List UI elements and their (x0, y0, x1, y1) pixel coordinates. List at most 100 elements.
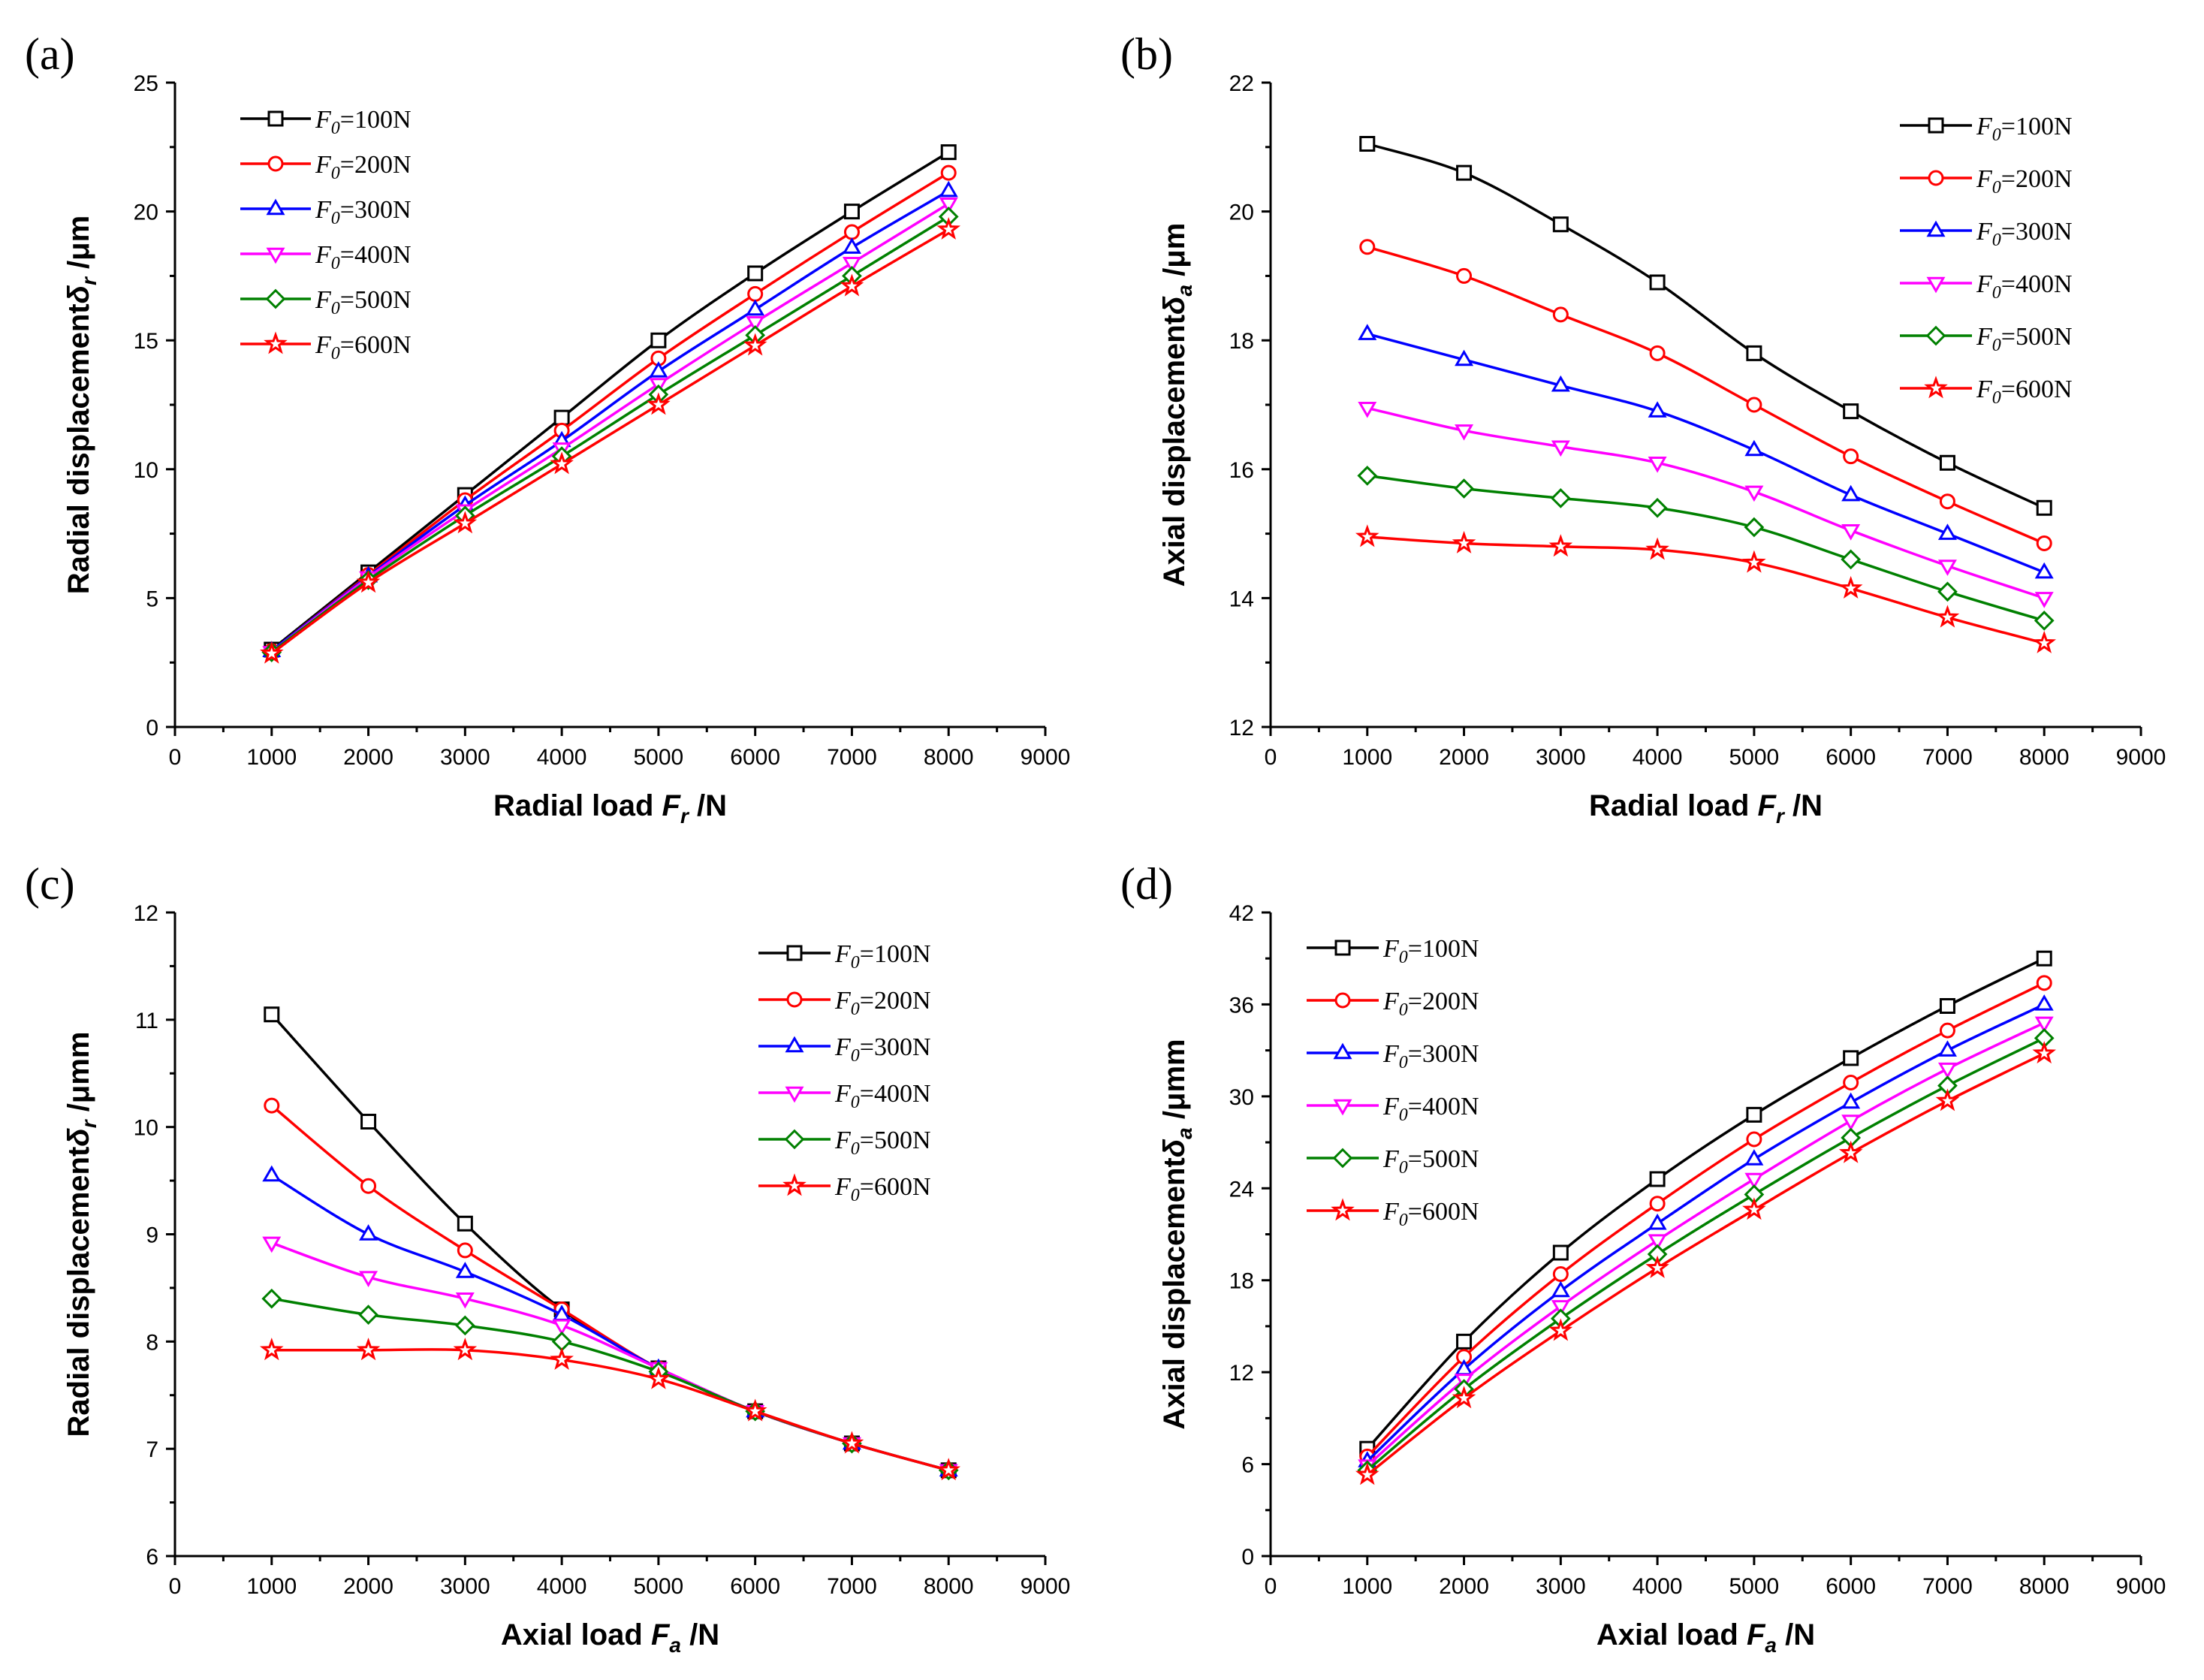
panel-label: (b) (1120, 29, 1173, 79)
data-point (1939, 454, 1955, 471)
series-line (1367, 474, 2045, 623)
x-tick-label: 9000 (1021, 1574, 1071, 1599)
legend-item: F0=200N (240, 151, 412, 183)
x-tick-label: 3000 (1536, 745, 1586, 770)
y-tick-label: 18 (1229, 329, 1254, 354)
x-tick-label: 4000 (537, 745, 587, 770)
legend: F0=100NF0=200NF0=300NF0=400NF0=500NF0=60… (758, 940, 931, 1205)
legend-symbol: F (315, 106, 332, 134)
data-point (1843, 403, 1859, 420)
data-point (358, 1304, 378, 1326)
x-axis-title-unit: /N (1784, 789, 1823, 822)
y-axis-title-unit: /μm (62, 216, 95, 277)
legend-subscript: 0 (1992, 178, 2001, 198)
data-point (939, 180, 958, 198)
legend-marker (785, 1036, 804, 1053)
data-point (1841, 549, 1862, 570)
data-point (2032, 1041, 2057, 1064)
x-tick-label: 9000 (2116, 1574, 2166, 1599)
data-point (1838, 1140, 1863, 1163)
legend-subscript: 0 (851, 1186, 860, 1205)
data-point (2034, 994, 2054, 1011)
x-axis-title-text: Axial load (1596, 1618, 1747, 1651)
legend-symbol: F (315, 331, 332, 359)
legend-label: F0=200N (834, 987, 931, 1019)
legend-value: =500N (2001, 323, 2073, 351)
data-point (1648, 401, 1667, 418)
y-tick-label: 12 (1229, 716, 1254, 740)
y-tick-label: 0 (1241, 1545, 1254, 1570)
data-point (1744, 1149, 1764, 1166)
data-point (1939, 997, 1955, 1014)
data-point (1744, 517, 1765, 538)
series-F0=300N (1358, 994, 2054, 1467)
legend-label: F0=200N (1382, 988, 1479, 1020)
legend-symbol: F (1976, 165, 1993, 193)
legend-item: F0=200N (1307, 988, 1479, 1020)
legend-subscript: 0 (1992, 388, 2001, 408)
legend-symbol: F (1382, 1093, 1400, 1121)
legend-symbol: F (1976, 218, 1993, 246)
data-point (1939, 1022, 1955, 1039)
legend-marker (786, 945, 803, 961)
data-point (1935, 1088, 1960, 1111)
legend-label: F0=500N (1382, 1145, 1479, 1178)
data-point (2036, 499, 2052, 516)
y-tick-label: 6 (1241, 1453, 1254, 1478)
x-tick-label: 5000 (1729, 745, 1780, 770)
x-tick-label: 1000 (1342, 1574, 1392, 1599)
legend-value: =600N (2001, 376, 2073, 403)
data-point (2036, 950, 2052, 967)
legend-marker (786, 991, 803, 1008)
data-point (1552, 216, 1569, 233)
series-line (270, 151, 950, 651)
y-tick-label: 15 (134, 329, 158, 354)
data-point (1648, 1234, 1667, 1251)
data-point (650, 332, 667, 348)
legend-item: F0=600N (240, 331, 412, 363)
data-point (747, 285, 764, 302)
data-point (840, 1431, 864, 1454)
y-tick-label: 12 (134, 901, 158, 926)
legend-value: =500N (340, 286, 412, 314)
legend-item: F0=300N (1900, 218, 2073, 250)
data-point (1843, 448, 1859, 465)
data-point (1939, 493, 1955, 510)
y-tick-label: 0 (146, 716, 158, 740)
x-tick-label: 8000 (2019, 745, 2070, 770)
data-point (649, 361, 668, 378)
legend-item: F0=100N (1307, 935, 1479, 967)
x-axis-title: Radial load Fr /N (493, 789, 727, 828)
y-axis-title-symbol: δ (62, 285, 95, 303)
legend-value: =400N (860, 1080, 931, 1108)
data-point (1357, 466, 1378, 486)
legend-item: F0=200N (758, 987, 931, 1019)
legend-symbol: F (1976, 323, 1993, 351)
data-point (747, 265, 764, 282)
series-line (1367, 142, 2045, 509)
x-axis-title-unit: /N (689, 789, 727, 822)
data-point (1358, 324, 1377, 340)
legend-label: F0=600N (1382, 1198, 1479, 1230)
data-point (2034, 562, 2054, 579)
legend-symbol: F (1382, 1198, 1400, 1226)
legend-symbol: F (1976, 376, 1993, 403)
legend: F0=100NF0=200NF0=300NF0=400NF0=500NF0=60… (240, 106, 412, 363)
series-line (270, 1174, 949, 1472)
legend-subscript: 0 (851, 953, 860, 973)
data-point (262, 1165, 282, 1182)
legend-label: F0=600N (315, 331, 412, 363)
data-point (1648, 456, 1667, 473)
x-axis-title-subscript: r (680, 804, 690, 828)
data-point (743, 1398, 767, 1422)
series-F0=100N (1359, 136, 2052, 516)
data-point (746, 315, 765, 333)
data-point (1548, 1318, 1573, 1341)
legend-label: F0=300N (1382, 1040, 1479, 1072)
data-point (1744, 439, 1764, 457)
y-axis-title-symbol: δ (1158, 296, 1191, 315)
data-point (1551, 440, 1570, 457)
y-tick-label: 10 (134, 458, 158, 483)
panel-b: 0 1000 2000 3000 4000 5000 6000 7000 8000 9000121… (1120, 29, 2166, 828)
y-tick-label: 10 (134, 1116, 158, 1141)
